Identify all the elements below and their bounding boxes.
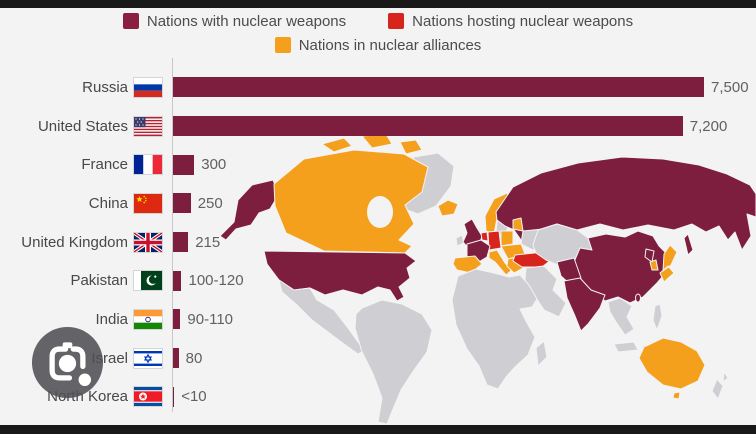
map-philippines <box>652 303 663 331</box>
map-south-america <box>354 299 433 425</box>
chart-row-france: France 300 <box>0 145 756 184</box>
bar-israel <box>173 348 179 369</box>
map-new-zealand <box>711 371 729 400</box>
flag-north-korea-icon <box>134 387 162 407</box>
map-japan <box>659 244 678 283</box>
country-label-united-kingdom: United Kingdom <box>21 233 128 251</box>
chart-row-israel: Israel 80 <box>0 339 756 378</box>
top-black-bar <box>0 0 756 8</box>
map-taiwan <box>635 293 641 303</box>
world-map <box>219 133 756 425</box>
map-south-korea <box>649 259 659 271</box>
bottom-black-bar <box>0 425 756 434</box>
bar-north-korea <box>173 386 175 407</box>
chart-row-united-states: United States 7,200 <box>0 107 756 146</box>
map-indochina <box>607 297 635 336</box>
bar-pakistan <box>173 270 182 291</box>
map-italy <box>488 249 513 276</box>
bar-value-india: 90-110 <box>187 310 234 328</box>
legend-label-alliance: Nations in nuclear alliances <box>298 36 482 54</box>
map-australia <box>638 337 706 390</box>
flag-pakistan-icon <box>134 271 162 291</box>
bar-value-russia: 7,500 <box>711 78 749 96</box>
bar-india <box>173 309 181 330</box>
bar-value-pakistan: 100-120 <box>188 272 244 290</box>
legend-label-nuclear: Nations with nuclear weapons <box>146 12 347 30</box>
chart-row-north-korea: North Korea <10 <box>0 378 756 417</box>
country-label-russia: Russia <box>82 78 128 96</box>
bar-value-united-kingdom: 215 <box>195 233 221 251</box>
chart-row-india: India 90-110 <box>0 300 756 339</box>
bar-united-kingdom <box>173 232 189 253</box>
country-label-pakistan: Pakistan <box>70 272 128 290</box>
legend-item-alliance: Nations in nuclear alliances <box>274 36 482 54</box>
flag-israel-icon <box>134 348 162 368</box>
legend-row-1: Nations with nuclear weapons Nations hos… <box>0 9 756 33</box>
chart-row-china: China 250 <box>0 184 756 223</box>
map-madagascar <box>535 340 548 367</box>
bar-china <box>173 193 191 214</box>
flag-russia-icon <box>134 77 162 97</box>
camera-lens-icon[interactable] <box>31 326 104 399</box>
country-label-united-states: United States <box>37 117 128 135</box>
legend-swatch-alliance <box>274 37 291 53</box>
legend-swatch-nuclear <box>122 13 139 29</box>
legend-item-nuclear: Nations with nuclear weapons <box>122 12 347 30</box>
map-africa <box>451 268 538 390</box>
chart-row-pakistan: Pakistan 100-120 <box>0 261 756 300</box>
country-label-france: France <box>81 156 128 174</box>
flag-france-icon <box>134 155 162 175</box>
flag-united-kingdom-icon <box>134 232 162 252</box>
country-label-china: China <box>88 194 128 212</box>
country-label-india: India <box>95 310 128 328</box>
map-sakhalin <box>683 233 694 256</box>
bar-value-china: 250 <box>197 194 223 212</box>
map-hudson-bay <box>367 196 393 228</box>
legend-label-hosting: Nations hosting nuclear weapons <box>412 12 634 30</box>
bar-chart: Russia 7,500 United States 7,200 France … <box>0 68 756 416</box>
chart-row-united-kingdom: United Kingdom 215 <box>0 223 756 262</box>
map-germany <box>487 230 502 251</box>
legend-row-2: Nations in nuclear alliances <box>0 33 756 57</box>
map-poland <box>500 230 514 247</box>
map-tasmania <box>672 391 681 400</box>
bar-russia <box>173 77 704 98</box>
flag-united-states-icon <box>134 116 162 136</box>
chart-row-russia: Russia 7,500 <box>0 68 756 107</box>
flag-china-icon <box>134 193 162 213</box>
map-india <box>563 277 606 332</box>
map-canada <box>273 149 429 254</box>
bar-value-france: 300 <box>201 156 227 174</box>
chart-legend: Nations with nuclear weapons Nations hos… <box>0 9 756 57</box>
chart-axis-line <box>172 58 173 412</box>
bar-france <box>173 154 195 175</box>
bar-value-israel: 80 <box>185 349 203 367</box>
legend-item-hosting: Nations hosting nuclear weapons <box>388 13 633 30</box>
map-iceland <box>437 199 459 217</box>
legend-swatch-hosting <box>388 13 405 29</box>
bar-united-states <box>173 116 683 137</box>
flag-india-icon <box>134 309 162 329</box>
bar-value-united-states: 7,200 <box>689 117 728 135</box>
bar-value-north-korea: <10 <box>181 388 207 406</box>
